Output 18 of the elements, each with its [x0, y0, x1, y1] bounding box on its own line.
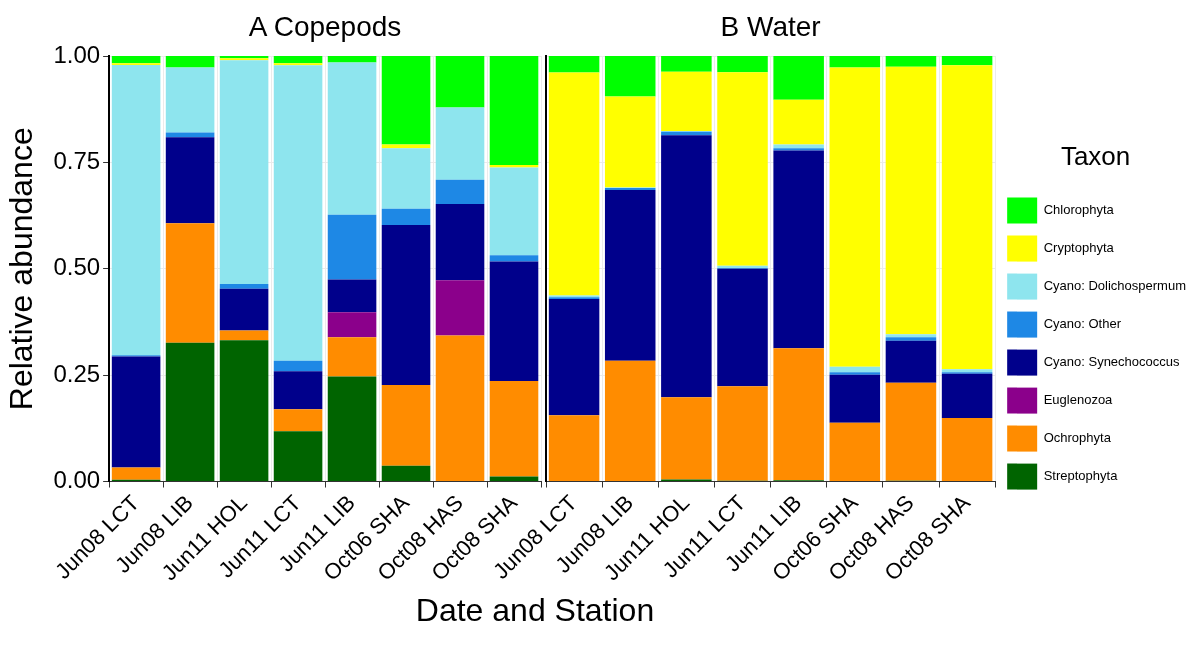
legend-label: Ochrophyta: [1043, 430, 1112, 446]
y-tick-label: 0.50: [53, 253, 101, 281]
y-axis-title: Relative abundance: [3, 127, 40, 411]
y-tick-label: 0.00: [53, 466, 101, 494]
y-tick-label: 1.00: [53, 40, 101, 68]
legend-label: Cyano: Other: [1043, 316, 1122, 332]
legend-label: Euglenozoa: [1043, 392, 1114, 408]
y-tick-label: 0.25: [53, 359, 101, 387]
chart-title: B Water: [720, 10, 821, 42]
chart-title: A Copepods: [248, 10, 402, 42]
legend-label: Cyano: Synechococcus: [1043, 354, 1181, 370]
legend-title: Taxon: [1060, 140, 1131, 171]
legend-label: Cryptophyta: [1043, 240, 1115, 256]
y-tick-label: 0.75: [53, 147, 101, 175]
legend-label: Chlorophyta: [1043, 202, 1115, 218]
x-axis-title: Date and Station: [414, 592, 656, 629]
legend-label: Streptophyta: [1043, 468, 1119, 484]
legend-label: Cyano: Dolichospermum: [1043, 278, 1187, 294]
